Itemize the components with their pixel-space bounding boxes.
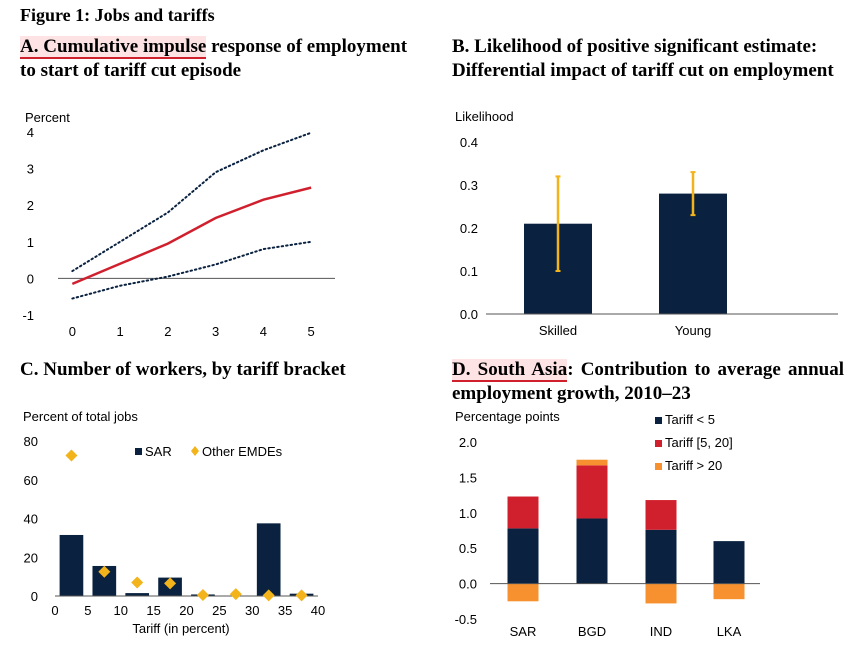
panel-c-xtick: 10 [114, 603, 128, 618]
panel-d-ylabel: Percentage points [455, 409, 560, 424]
panel-d-title-highlight: D. South Asia [452, 359, 568, 382]
panel-c-ytick: 60 [24, 473, 38, 488]
panel-c-ylabel: Percent of total jobs [23, 409, 138, 424]
panel-b-ytick: 0.4 [460, 135, 478, 150]
panel-d-bar-sar-seg2 [507, 583, 539, 602]
panel-c-emde-diamond [98, 565, 111, 578]
panel-d-xtick: BGD [578, 624, 606, 639]
panel-b-xtick: Skilled [539, 323, 577, 338]
panel-c-xtick: 0 [51, 603, 58, 618]
panel-c-emde-diamond [164, 577, 177, 590]
panel-a-title-rest: response of employment to start of tarif… [20, 36, 408, 81]
panel-c-ytick: 20 [24, 550, 38, 565]
panel-c-ytick: 40 [24, 512, 38, 527]
panel-a-xtick: 0 [69, 324, 76, 339]
panel-d-ytick: 2.0 [459, 435, 477, 450]
panel-d-bar-sar-seg1 [507, 496, 539, 529]
panel-b-ytick: 0.2 [460, 221, 478, 236]
panel-a-xtick: 5 [308, 324, 315, 339]
panel-b-ylabel: Likelihood [455, 109, 514, 124]
panel-c-emde-diamond [131, 576, 144, 589]
panel-c-sar-bar [59, 534, 84, 596]
panel-c-xtick: 15 [146, 603, 160, 618]
panel-a-ytick: 4 [27, 125, 34, 140]
panel-d-bar-ind-seg0 [645, 529, 677, 584]
panel-a-ytick: 2 [27, 198, 34, 213]
panel-c-xtick: 35 [278, 603, 292, 618]
panel-a-impulse-line [71, 186, 312, 286]
panel-c-emde-diamond [229, 588, 242, 601]
panel-d-legend-swatch [655, 463, 662, 470]
panel-c-sar-bar [92, 565, 117, 596]
panel-c-xtick: 5 [84, 603, 91, 618]
panel-c-legend-sar-swatch [135, 448, 142, 455]
panel-d-xtick: LKA [717, 624, 742, 639]
panel-d-legend-label: Tariff [5, 20] [665, 435, 733, 450]
panel-d-title: D. South Asia: Contribution to average a… [452, 358, 844, 406]
panel-d-title-rest: : Contribution to average annual employm… [452, 359, 844, 404]
panel-c-emde-diamond [262, 589, 275, 602]
panel-d-bar-bgd-seg2 [576, 459, 608, 466]
panel-c-legend-emde: Other EMDEs [202, 444, 283, 459]
panel-d-ytick: 0.0 [459, 577, 477, 592]
panel-b-title: B. Likelihood of positive significant es… [452, 36, 834, 81]
figure-title: Figure 1: Jobs and tariffs [20, 5, 215, 25]
panel-a-xtick: 3 [212, 324, 219, 339]
panel-c-emde-diamond [65, 449, 78, 462]
panel-d-bar-lka-seg2 [713, 583, 745, 600]
panel-a-lower-bound-line [71, 240, 313, 300]
panel-a-ytick: 1 [27, 235, 34, 250]
panel-d-bar-lka-seg0 [713, 541, 745, 584]
panel-c-xtick: 20 [179, 603, 193, 618]
panel-b-ytick: 0.1 [460, 264, 478, 279]
panel-d-ytick: 1.5 [459, 470, 477, 485]
panel-a-ytick: 0 [27, 271, 34, 286]
panel-b-xtick: Young [675, 323, 711, 338]
panel-c-emde-diamond [196, 589, 209, 602]
panel-a-xtick: 2 [164, 324, 171, 339]
panel-c-ytick: 80 [24, 434, 38, 449]
panel-c-xtick: 30 [245, 603, 259, 618]
panel-c-sar-bar [125, 593, 150, 596]
panel-c-xlabel: Tariff (in percent) [132, 621, 229, 636]
panel-c-emde-diamond [295, 589, 308, 602]
panel-b-ytick: 0.3 [460, 178, 478, 193]
panel-a-xtick: 4 [260, 324, 267, 339]
panel-c-title: C. Number of workers, by tariff bracket [20, 359, 346, 380]
panel-a-ylabel: Percent [25, 110, 70, 125]
panel-c-sar-bar [256, 523, 281, 596]
panel-d-bar-ind-seg2 [645, 583, 677, 604]
panel-b-ytick: 0.0 [460, 307, 478, 322]
panel-d-legend-label: Tariff < 5 [665, 412, 715, 427]
panel-c-legend-emde-swatch [191, 446, 199, 456]
panel-d-bar-bgd-seg0 [576, 518, 608, 584]
panel-a-title: A. Cumulative impulse response of employ… [20, 35, 420, 83]
panel-d-bar-sar-seg0 [507, 528, 539, 584]
panel-d-ytick: -0.5 [455, 612, 477, 627]
panel-d-ytick: 1.0 [459, 506, 477, 521]
panel-a-ytick: 3 [27, 162, 34, 177]
panel-c-legend-sar: SAR [145, 444, 172, 459]
panel-c-xtick: 40 [311, 603, 325, 618]
panel-a-xtick: 1 [116, 324, 123, 339]
panel-d-bar-bgd-seg1 [576, 465, 608, 519]
panel-d-xtick: SAR [510, 624, 537, 639]
panel-a-title-highlight: A. Cumulative impulse [20, 36, 207, 59]
panel-d-xtick: IND [650, 624, 672, 639]
panel-d-ytick: 0.5 [459, 541, 477, 556]
panel-d-legend-swatch [655, 417, 662, 424]
panel-d-bar-ind-seg1 [645, 500, 677, 530]
panel-a-upper-bound-line [71, 131, 313, 273]
panel-c-xtick: 25 [212, 603, 226, 618]
panel-a-ytick: -1 [22, 308, 34, 323]
panel-d-legend-swatch [655, 440, 662, 447]
panel-c-ytick: 0 [31, 589, 38, 604]
panel-d-legend-label: Tariff > 20 [665, 458, 722, 473]
